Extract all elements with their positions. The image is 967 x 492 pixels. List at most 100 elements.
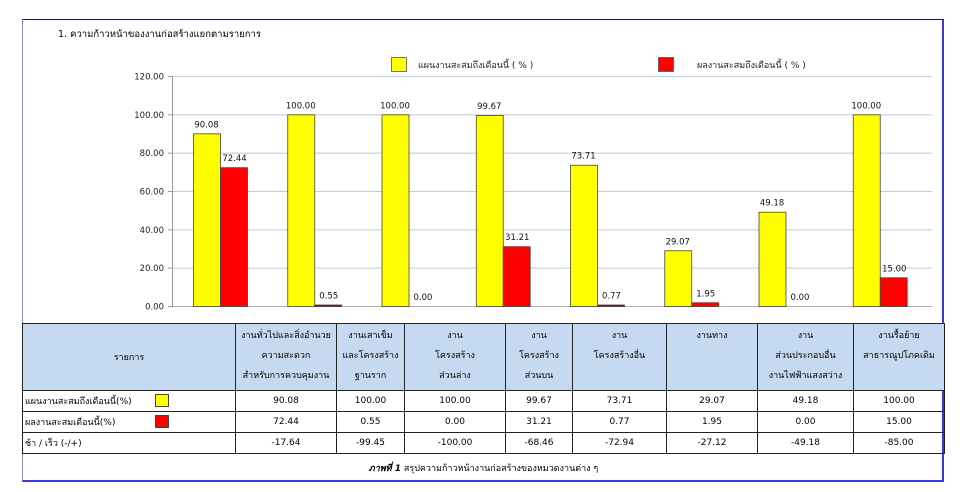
column-header: งานทั่วไปและสิ่งอำนวย ความสะดวก สำหรับการค… bbox=[235, 323, 337, 391]
plan-bar bbox=[193, 133, 221, 307]
progress-bar-chart: 0.00 20.00 40.00 60.00 80.00 100.00 120.00 90.0… bbox=[134, 57, 932, 313]
table-cell: 15.00 bbox=[853, 411, 945, 433]
y-tick-label: 80.00 bbox=[140, 149, 164, 159]
table-cell: -49.18 bbox=[757, 432, 854, 454]
y-tick-label: 100.00 bbox=[134, 111, 164, 121]
table-cell: 0.77 bbox=[572, 411, 667, 433]
data-label: 1.95 bbox=[696, 289, 715, 299]
row-label-text: แผนงานสะสมถึงเดือนนี้(%) bbox=[25, 397, 132, 407]
column-header-line: และโครงสร้าง bbox=[342, 351, 399, 361]
data-label: 15.00 bbox=[882, 264, 906, 274]
progress-table: รายการ งานทั่วไปและสิ่งอำนวย ความสะดวก สำห… bbox=[22, 323, 945, 481]
column-header-line: ความสะดวก bbox=[261, 351, 311, 361]
column-header: งานโครงสร้างอื่น bbox=[572, 323, 667, 391]
table-cell: 31.21 bbox=[505, 411, 573, 433]
table-cell: 100.00 bbox=[336, 390, 405, 412]
table-row: ผลงานสะสมเดือนนี้(%) 72.44 0.55 0.00 31.21 0.… bbox=[22, 411, 945, 433]
table-header-row: รายการ งานทั่วไปและสิ่งอำนวย ความสะดวก สำห… bbox=[22, 323, 945, 391]
plan-bar bbox=[381, 114, 410, 307]
column-header-line: งานเสาเข็ม bbox=[348, 331, 393, 341]
column-header: งานทาง bbox=[666, 323, 758, 391]
table-cell: 100.00 bbox=[404, 390, 506, 412]
column-header: งานโครงสร้างส่วนล่าง bbox=[404, 323, 506, 391]
table-cell: 73.71 bbox=[572, 390, 667, 412]
table-cell: -100.00 bbox=[404, 432, 506, 454]
table-cell: 72.44 bbox=[235, 411, 337, 433]
column-header: งานรื้อย้ายสาธารณูปโภคเดิม bbox=[853, 323, 945, 391]
actual-bar bbox=[879, 277, 908, 307]
table-cell: -85.00 bbox=[853, 432, 945, 454]
table-cell: 49.18 bbox=[757, 390, 854, 412]
plan-bar bbox=[852, 114, 881, 307]
table-cell: -27.12 bbox=[666, 432, 758, 454]
column-header-line: งานไฟฟ้าแสงสว่าง bbox=[768, 371, 843, 381]
column-header: งานส่วนประกอบอื่นงานไฟฟ้าแสงสว่าง bbox=[757, 323, 854, 391]
row-label: ช้า / เร็ว (-/+) bbox=[22, 432, 236, 454]
column-header-line: งาน bbox=[531, 331, 547, 341]
plan-bar bbox=[664, 250, 693, 307]
column-header-line: โครงสร้างอื่น bbox=[593, 351, 646, 361]
table-cell: -17.64 bbox=[235, 432, 337, 454]
table-cell: -99.45 bbox=[336, 432, 405, 454]
section-title: 1. ความก้าวหน้าของงานก่อสร้างแยกตามรายกา… bbox=[58, 29, 261, 40]
legend-label: แผนงานสะสมถึงเดือนนี้ ( % ) bbox=[418, 58, 533, 71]
column-header: งาน โครงสร้าง ส่วนบน bbox=[505, 323, 573, 391]
legend-swatch bbox=[155, 394, 169, 407]
column-header-line: งานทาง bbox=[696, 331, 728, 341]
column-header: งานเสาเข็ม และโครงสร้าง ฐานราก bbox=[336, 323, 405, 391]
column-header-line: ส่วนล่าง bbox=[439, 371, 471, 381]
actual-bar bbox=[502, 246, 531, 307]
caption-text: สรุปความก้าวหน้างานก่อสร้างของหมวดงานต่า… bbox=[401, 463, 599, 474]
data-label: 0.77 bbox=[602, 292, 621, 302]
row-label: แผนงานสะสมถึงเดือนนี้(%) bbox=[22, 390, 236, 412]
actual-bar bbox=[220, 167, 248, 307]
table-cell: 0.00 bbox=[404, 411, 506, 433]
column-header-line: งาน bbox=[447, 331, 463, 341]
data-label: 99.67 bbox=[477, 102, 501, 112]
table-cell: -68.46 bbox=[505, 432, 573, 454]
column-header-line: โครงสร้าง bbox=[519, 351, 559, 361]
row-header: รายการ bbox=[22, 323, 236, 391]
column-header-line: งานรื้อย้าย bbox=[878, 331, 920, 341]
plan-bar bbox=[758, 211, 787, 307]
column-header-line: สาธารณูปโภคเดิม bbox=[863, 351, 935, 361]
data-label: 90.08 bbox=[194, 120, 218, 130]
legend-swatch bbox=[658, 57, 674, 72]
caption-label: ภาพที่ 1 bbox=[368, 463, 402, 474]
figure-caption: ภาพที่ 1 สรุปความก้าวหน้างานก่อสร้างของห… bbox=[22, 453, 945, 481]
table-cell: 100.00 bbox=[853, 390, 945, 412]
actual-bar bbox=[597, 304, 625, 307]
y-tick-label: 120.00 bbox=[134, 73, 164, 83]
column-header-line: งาน bbox=[797, 331, 814, 341]
data-label: 0.00 bbox=[414, 293, 433, 303]
data-label: 0.55 bbox=[319, 292, 338, 302]
column-header-line: งานทั่วไปและสิ่งอำนวย bbox=[241, 331, 331, 341]
data-label: 72.44 bbox=[222, 154, 246, 164]
plan-bar bbox=[287, 114, 316, 307]
column-header-line: งาน bbox=[611, 331, 628, 341]
legend-swatch bbox=[155, 415, 169, 428]
table-row: แผนงานสะสมถึงเดือนนี้(%) 90.08 100.00 100.0… bbox=[22, 390, 945, 412]
table-cell: 99.67 bbox=[505, 390, 573, 412]
y-tick-label: 40.00 bbox=[140, 226, 164, 236]
actual-bar bbox=[314, 304, 343, 307]
actual-bar bbox=[691, 302, 720, 307]
row-label: ผลงานสะสมเดือนนี้(%) bbox=[22, 411, 236, 433]
data-label: 31.21 bbox=[505, 233, 529, 243]
column-header-line: โครงสร้าง bbox=[435, 351, 475, 361]
table-cell: 90.08 bbox=[235, 390, 337, 412]
legend-label: ผลงานสะสมถึงเดือนนี้ ( % ) bbox=[697, 58, 806, 71]
table-cell: 29.07 bbox=[666, 390, 758, 412]
y-tick-label: 0.00 bbox=[145, 303, 164, 313]
table-cell: 0.00 bbox=[757, 411, 854, 433]
table-row: ช้า / เร็ว (-/+) -17.64 -99.45 -100.00 -68.4… bbox=[22, 432, 945, 454]
caption-row: ภาพที่ 1 สรุปความก้าวหน้างานก่อสร้างของห… bbox=[22, 453, 945, 481]
data-label: 100.00 bbox=[286, 101, 316, 111]
data-label: 100.00 bbox=[380, 101, 410, 111]
plan-bar bbox=[475, 115, 504, 307]
row-label-text: ผลงานสะสมเดือนนี้(%) bbox=[25, 418, 116, 428]
legend-swatch bbox=[391, 57, 407, 72]
column-header-line: ส่วนประกอบอื่น bbox=[775, 351, 836, 361]
data-label: 73.71 bbox=[571, 152, 595, 162]
data-label: 100.00 bbox=[851, 101, 881, 111]
